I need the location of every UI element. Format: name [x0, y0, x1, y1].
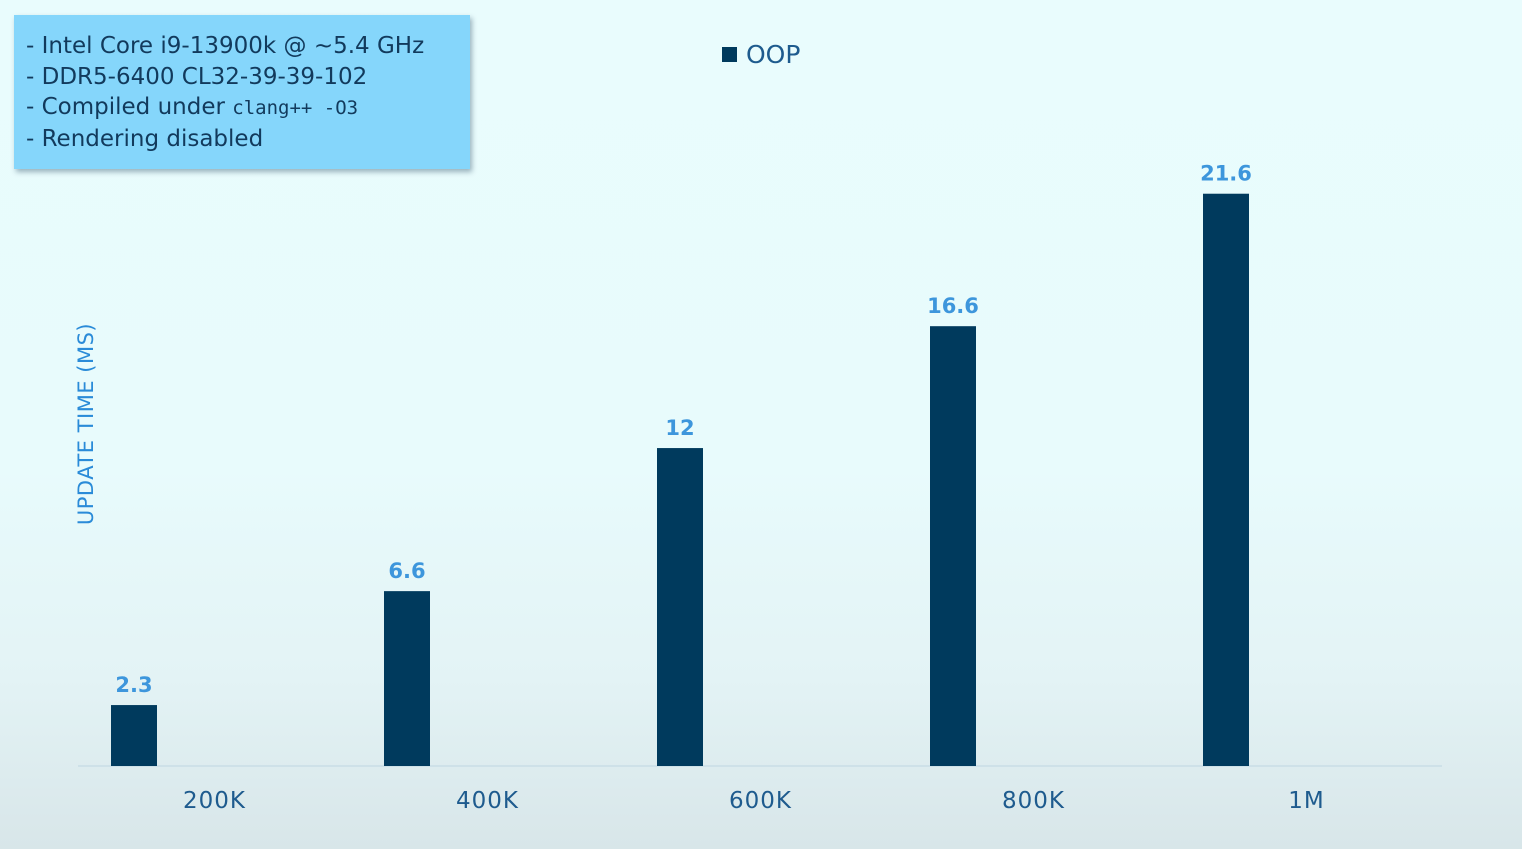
bar-200k: [111, 705, 157, 766]
bars-group: [111, 193, 1249, 766]
info-box: - Intel Core i9-13900k @ ~5.4 GHz - DDR5…: [14, 15, 470, 169]
legend: OOP: [722, 40, 800, 69]
info-memory: - DDR5-6400 CL32-39-39-102: [26, 63, 368, 90]
bar-800k: [930, 326, 976, 766]
bar-400k: [384, 591, 430, 766]
legend-label-oop: OOP: [746, 40, 801, 69]
legend-swatch-oop: [722, 47, 737, 62]
bar-value-label: 21.6: [1200, 162, 1252, 186]
info-compiler: - Compiled under clang++ -O3: [26, 92, 470, 124]
bar-value-label: 16.6: [927, 294, 979, 318]
x-tick-label: 600K: [729, 788, 792, 814]
info-cpu: - Intel Core i9-13900k @ ~5.4 GHz: [26, 33, 425, 59]
x-tick-label: 200K: [183, 788, 246, 814]
bar-1m: [1203, 193, 1249, 766]
bar-value-label: 2.3: [115, 673, 152, 697]
x-tick-label: 1M: [1288, 788, 1324, 814]
x-tick-label: 800K: [1002, 788, 1065, 814]
x-tick-label: 400K: [456, 788, 519, 814]
info-compiler-prefix: - Compiled under: [26, 94, 233, 120]
info-compiler-command: clang++ -O3: [232, 97, 359, 119]
bar-value-label: 6.6: [388, 559, 425, 583]
bar-labels-group: 2.3 6.6 12 16.6 21.6: [115, 162, 1252, 697]
bar-value-label: 12: [665, 416, 694, 440]
bar-600k: [657, 448, 703, 766]
x-tick-labels-group: 200K 400K 600K 800K 1M: [183, 788, 1324, 814]
info-rendering: - Rendering disabled: [26, 125, 264, 152]
